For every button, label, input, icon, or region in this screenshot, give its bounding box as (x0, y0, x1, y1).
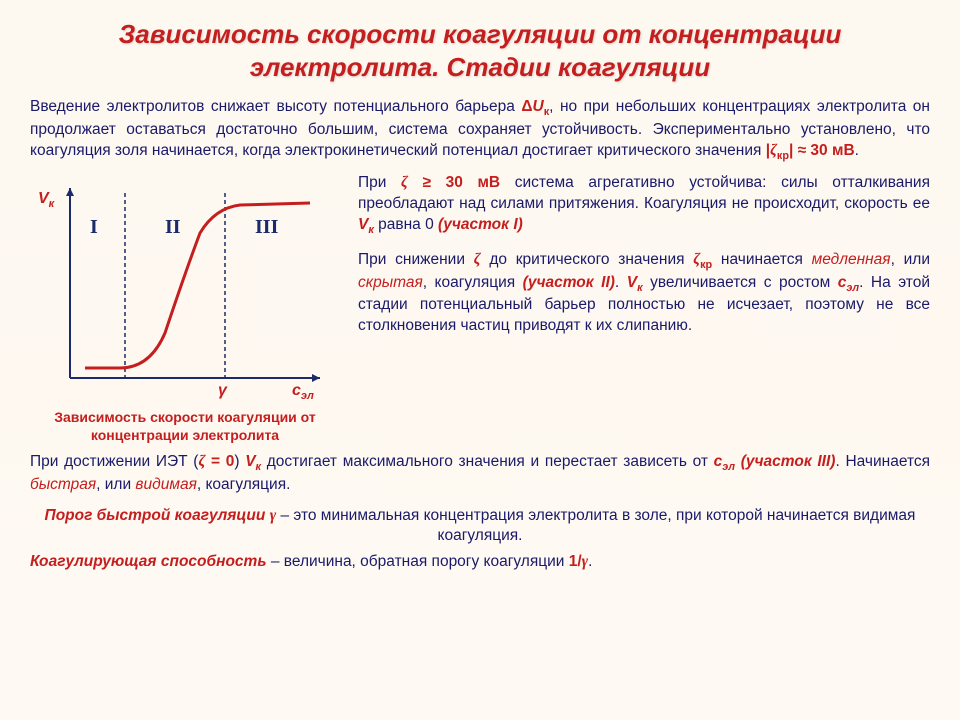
p2-zeta-kr: ζкр (693, 251, 712, 268)
paragraph-region-2: При снижении ζ до критического значения … (358, 250, 930, 337)
p2-t3: начинается (712, 251, 811, 268)
zeta-critical: |ζкр| ≈ 30 мВ (766, 142, 855, 159)
p1-region: (участок I) (438, 216, 523, 233)
p3-t5: , или (96, 476, 135, 493)
p3-cel: cэл (714, 453, 735, 470)
p2-hidden: скрытая (358, 274, 423, 291)
p3-zeta0: ζ = 0 (198, 453, 234, 470)
p3-region: (участок III) (735, 453, 835, 470)
p2-zeta: ζ (474, 251, 481, 268)
p3-t3: достигает максимального значения и перес… (261, 453, 714, 470)
intro-paragraph: Введение электролитов снижает высоту пот… (30, 97, 930, 163)
def1-term: Порог быстрой коагуляции γ (45, 507, 277, 524)
region-3: III (255, 216, 279, 238)
p3-t1: При достижении ИЭТ ( (30, 453, 198, 470)
p2-slow: медленная (812, 251, 891, 268)
p2-t1: При снижении (358, 251, 474, 268)
def2-inv: 1/γ (569, 553, 588, 570)
delta-uk: ΔUк (521, 98, 549, 115)
p2-t2: до критического значения (481, 251, 694, 268)
p3-fast: быстрая (30, 476, 96, 493)
intro-text-1: Введение электролитов снижает высоту пот… (30, 98, 521, 115)
region-2: II (165, 216, 181, 238)
intro-text-3: . (855, 142, 859, 159)
x-arrow (312, 374, 320, 382)
p3-vk: Vк (245, 453, 261, 470)
p3-visible: видимая (135, 476, 196, 493)
p1-t1: При (358, 174, 401, 191)
p1-vk: Vк (358, 216, 374, 233)
p2-cel: cэл (838, 274, 859, 291)
paragraph-region-3: При достижении ИЭТ (ζ = 0) Vк достигает … (30, 452, 930, 496)
p2-t5: , коагуляция (423, 274, 523, 291)
p3-t4: . Начинается (835, 453, 930, 470)
def1-text: – это минимальная концентрация электроли… (276, 507, 915, 544)
p1-cond: ζ ≥ 30 мВ (401, 174, 500, 191)
y-arrow (66, 188, 74, 196)
def2-dot: . (588, 553, 592, 570)
definition-ability: Коагулирующая способность – величина, об… (30, 552, 930, 572)
p3-t6: , коагуляция. (197, 476, 291, 493)
chart-caption: Зависимость скорости коагуляции от конце… (30, 409, 340, 444)
coagulation-chart: Vк I II III γ cэл (30, 173, 330, 403)
p2-t6: . (615, 274, 627, 291)
p2-vk: Vк (627, 274, 643, 291)
p3-t2: ) (234, 453, 245, 470)
region-1: I (90, 216, 98, 238)
p2-t4: , или (891, 251, 930, 268)
content-row: Vк I II III γ cэл Зависимость скорости к… (30, 173, 930, 444)
p2-region: (участок II) (523, 274, 615, 291)
slide-title: Зависимость скорости коагуляции от конце… (30, 18, 930, 83)
p1-t3: равна 0 (374, 216, 438, 233)
p2-t7: увеличивается с ростом (643, 274, 838, 291)
def2-text: – величина, обратная порогу коагуляции (267, 553, 569, 570)
paragraph-region-1: При ζ ≥ 30 мВ система агрегативно устойч… (358, 173, 930, 238)
chart-container: Vк I II III γ cэл (30, 173, 330, 403)
text-column: При ζ ≥ 30 мВ система агрегативно устойч… (358, 173, 930, 444)
y-label: Vк (38, 190, 56, 210)
def2-term: Коагулирующая способность (30, 553, 267, 570)
chart-column: Vк I II III γ cэл Зависимость скорости к… (30, 173, 340, 444)
definition-threshold: Порог быстрой коагуляции γ – это минимал… (30, 506, 930, 546)
gamma-label: γ (218, 382, 228, 399)
c-el-label: cэл (292, 382, 314, 402)
